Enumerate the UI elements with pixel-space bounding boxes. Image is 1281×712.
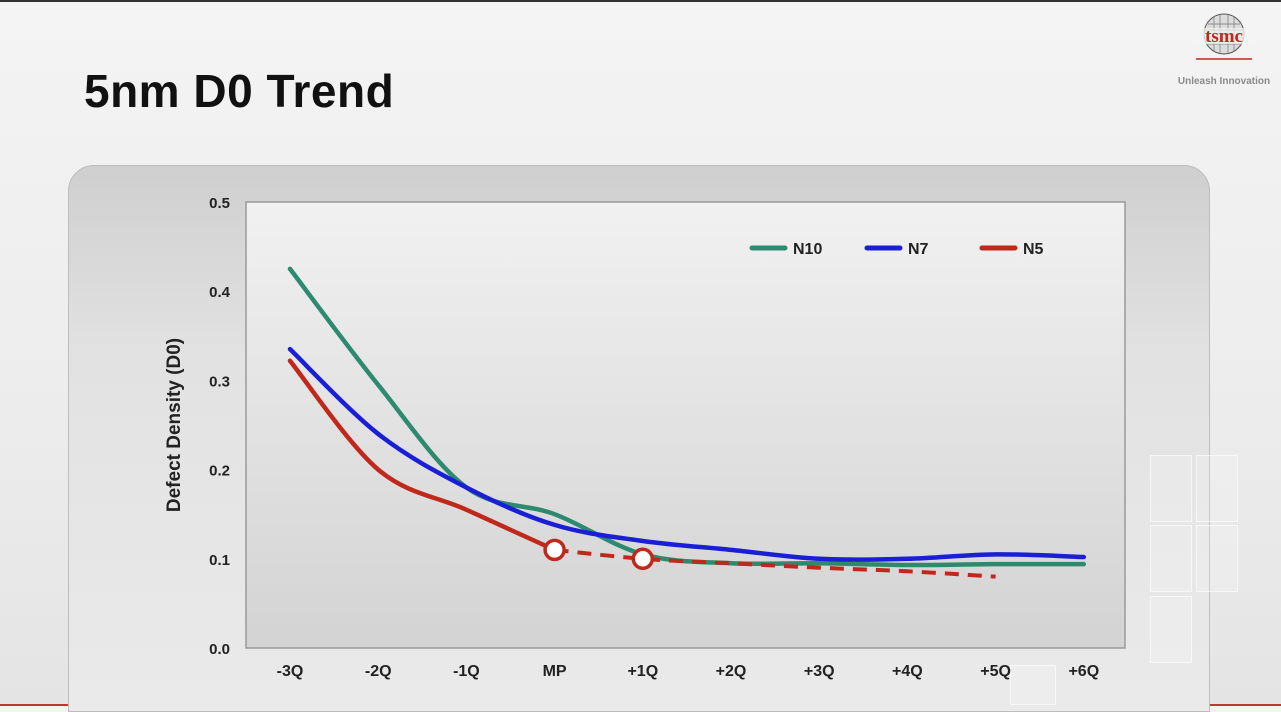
svg-text:tsmc: tsmc <box>1205 26 1243 47</box>
x-tick-label: +1Q <box>627 663 658 680</box>
background-square <box>1150 596 1192 663</box>
x-tick-label: +6Q <box>1068 663 1099 680</box>
y-tick-label: 0.1 <box>209 552 230 569</box>
series-line-n7 <box>287 346 1087 562</box>
y-tick-label: 0.5 <box>209 195 230 212</box>
series-line-n5 <box>287 358 557 553</box>
x-tick-label: -1Q <box>453 663 480 680</box>
slide-title: 5nm D0 Trend <box>84 65 395 117</box>
background-square <box>1150 525 1192 592</box>
series-line-n10 <box>287 266 1087 568</box>
data-point-marker <box>543 538 566 562</box>
tsmc-logo-icon: tsmc <box>1192 13 1256 60</box>
background-square <box>1010 665 1056 705</box>
legend-label-n10: N10 <box>793 241 822 258</box>
legend-label-n5: N5 <box>1023 241 1044 258</box>
top-border <box>0 0 1281 2</box>
logo-tagline: Unleash Innovation <box>1177 76 1271 87</box>
y-tick-label: 0.0 <box>209 641 230 658</box>
x-tick-label: +5Q <box>980 663 1011 680</box>
legend-label-n7: N7 <box>908 241 929 258</box>
background-square <box>1150 455 1192 522</box>
y-axis-label: Defect Density (D0) <box>164 338 185 512</box>
x-tick-label: +2Q <box>716 663 747 680</box>
background-square <box>1196 455 1238 522</box>
x-tick-label: -3Q <box>277 663 304 680</box>
plot-area <box>245 201 1126 649</box>
background-square <box>1196 525 1238 592</box>
x-tick-label: +3Q <box>804 663 835 680</box>
y-tick-label: 0.4 <box>209 284 231 301</box>
data-point-marker <box>631 547 655 571</box>
tsmc-logo: tsmc Unleash Innovation <box>1172 12 1276 87</box>
x-tick-label: +4Q <box>892 663 923 680</box>
x-tick-label: MP <box>543 663 567 680</box>
x-tick-label: -2Q <box>365 663 392 680</box>
y-tick-label: 0.2 <box>209 463 230 480</box>
y-tick-label: 0.3 <box>209 373 230 390</box>
